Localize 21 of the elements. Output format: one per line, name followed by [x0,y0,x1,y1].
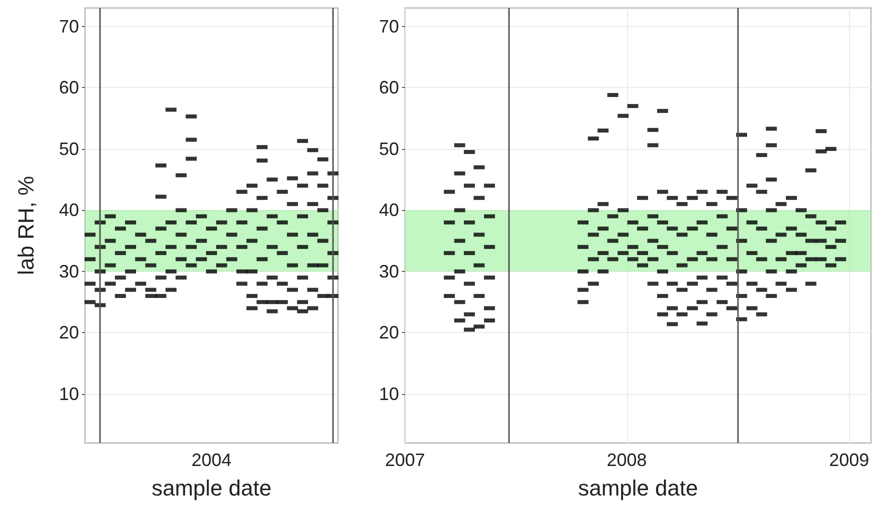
y-tick-label: 20 [58,322,79,343]
y-tick-label: 30 [58,261,79,282]
y-tick-label: 60 [378,78,399,98]
y-axis-title: lab RH, % [14,176,38,276]
y-tick-label: 10 [378,384,399,404]
x-axis-title: sample date [152,476,272,500]
y-tick-label: 20 [378,322,399,343]
x-tick-label: 2004 [191,450,232,470]
y-tick-label: 40 [378,200,399,220]
y-tick-label: 40 [58,200,79,220]
y-tick-label: 70 [58,16,79,36]
y-tick-label: 60 [58,78,79,98]
y-tick-label: 10 [58,384,79,404]
y-tick-label: 70 [378,16,399,36]
y-tick-label: 50 [58,138,79,159]
x-tick-label: 2008 [606,450,647,470]
y-tick-label: 50 [378,138,399,159]
y-tick-label: 30 [378,261,399,282]
x-tick-label: 2009 [829,450,870,470]
x-tick-label: 2007 [384,450,426,470]
x-axis-title: sample date [578,476,698,500]
